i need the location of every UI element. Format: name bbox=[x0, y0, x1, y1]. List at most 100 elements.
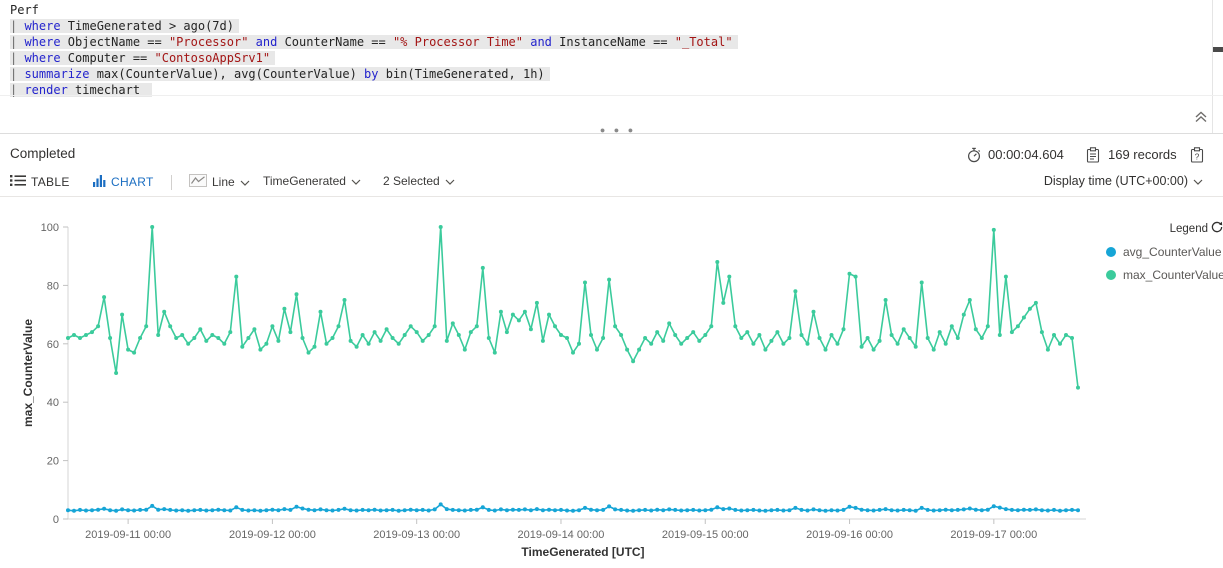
avg_CounterValue-marker bbox=[456, 508, 461, 513]
avg_CounterValue-marker bbox=[649, 508, 654, 513]
max_CounterValue-marker bbox=[637, 347, 642, 352]
max_CounterValue-marker bbox=[90, 330, 94, 335]
avg_CounterValue-marker bbox=[504, 508, 509, 513]
legend-item[interactable]: max_CounterValue bbox=[1106, 268, 1223, 282]
max_CounterValue-marker bbox=[1058, 341, 1062, 346]
legend-item[interactable]: avg_CounterValue bbox=[1106, 245, 1223, 259]
max_CounterValue-marker bbox=[324, 341, 329, 346]
x-axis-tick-label: 2019-09-11 00:00 bbox=[85, 529, 171, 541]
max_CounterValue-marker bbox=[150, 225, 155, 229]
max_CounterValue-marker bbox=[739, 336, 744, 340]
avg_CounterValue-marker bbox=[420, 507, 425, 512]
avg_CounterValue-marker bbox=[180, 508, 185, 513]
series-select-dropdown[interactable]: 2 Selected bbox=[383, 174, 455, 188]
max_CounterValue-marker bbox=[468, 330, 473, 335]
avg_CounterValue-marker bbox=[919, 505, 924, 510]
avg_CounterValue-marker bbox=[697, 508, 702, 513]
avg_CounterValue-marker bbox=[1058, 508, 1062, 513]
series-select-value: 2 Selected bbox=[383, 174, 440, 188]
max_CounterValue-marker bbox=[420, 338, 425, 343]
max_CounterValue-marker bbox=[120, 312, 125, 317]
max_CounterValue-marker bbox=[577, 341, 581, 346]
max_CounterValue-marker bbox=[1015, 324, 1020, 329]
avg_CounterValue-marker bbox=[414, 508, 419, 513]
max_CounterValue-marker bbox=[300, 336, 305, 340]
avg_CounterValue-marker bbox=[144, 507, 149, 512]
max_CounterValue-marker bbox=[595, 347, 599, 352]
panel-divider bbox=[0, 133, 1223, 134]
max_CounterValue-marker bbox=[601, 336, 606, 340]
avg_CounterValue-marker bbox=[210, 508, 215, 513]
avg_CounterValue-marker bbox=[613, 507, 618, 512]
avg_CounterValue-marker bbox=[607, 504, 612, 509]
max_CounterValue-marker bbox=[132, 350, 137, 355]
max_CounterValue-marker bbox=[456, 333, 461, 337]
avg_CounterValue-marker bbox=[583, 505, 587, 510]
max_CounterValue-marker bbox=[162, 309, 167, 314]
y-axis-title: max_CounterValue bbox=[21, 319, 35, 427]
avg_CounterValue-marker bbox=[661, 508, 666, 513]
collapse-editor-icon[interactable] bbox=[1192, 108, 1210, 126]
max_CounterValue-marker bbox=[547, 312, 551, 317]
max_CounterValue-marker bbox=[186, 341, 191, 346]
x-axis-tick-label: 2019-09-17 00:00 bbox=[950, 529, 1037, 541]
max_CounterValue-marker bbox=[504, 330, 509, 335]
stopwatch-icon bbox=[966, 147, 982, 168]
avg_CounterValue-marker bbox=[378, 508, 383, 513]
tab-chart-label: CHART bbox=[111, 175, 154, 189]
legend-cycle-icon[interactable] bbox=[1211, 221, 1223, 236]
max_CounterValue-marker bbox=[1052, 333, 1056, 337]
max_CounterValue-marker bbox=[312, 344, 317, 349]
avg_CounterValue-marker bbox=[1009, 507, 1014, 512]
avg_CounterValue-marker bbox=[997, 505, 1002, 510]
tab-table[interactable]: TABLE bbox=[10, 174, 70, 190]
avg_CounterValue-marker bbox=[300, 506, 305, 511]
display-time-dropdown[interactable]: Display time (UTC+00:00) bbox=[1044, 174, 1203, 188]
max_CounterValue-marker bbox=[414, 330, 419, 335]
max_CounterValue-marker bbox=[949, 324, 954, 329]
x-axis-tick-label: 2019-09-12 00:00 bbox=[229, 529, 316, 541]
max_CounterValue-marker bbox=[354, 344, 359, 349]
query-help-icon[interactable]: ? bbox=[1190, 147, 1204, 168]
bar-chart-icon bbox=[93, 174, 106, 190]
max_CounterValue-marker bbox=[108, 336, 113, 340]
max_CounterValue-marker bbox=[510, 312, 515, 317]
avg_CounterValue-marker bbox=[252, 508, 257, 513]
avg_CounterValue-marker bbox=[540, 508, 545, 513]
avg_CounterValue-marker bbox=[901, 507, 906, 512]
max_CounterValue-marker bbox=[871, 347, 876, 352]
max_CounterValue-marker bbox=[444, 338, 449, 343]
max_CounterValue-marker bbox=[462, 347, 467, 352]
avg_CounterValue-marker bbox=[703, 508, 708, 513]
max_CounterValue-line bbox=[67, 226, 1079, 388]
max_CounterValue-marker bbox=[228, 330, 233, 335]
avg_CounterValue-marker bbox=[853, 505, 858, 510]
avg_CounterValue-marker bbox=[222, 508, 227, 513]
legend-label: avg_CounterValue bbox=[1123, 245, 1222, 259]
max_CounterValue-marker bbox=[985, 324, 990, 329]
avg_CounterValue-marker bbox=[492, 508, 497, 513]
query-editor[interactable]: Perf | where TimeGenerated > ago(7d) | whe… bbox=[10, 2, 1200, 98]
panel-resize-handle[interactable]: ● ● ● bbox=[599, 125, 637, 135]
max_CounterValue-marker bbox=[961, 312, 966, 317]
max_CounterValue-marker bbox=[168, 324, 173, 329]
avg_CounterValue-marker bbox=[877, 507, 882, 512]
avg_CounterValue-marker bbox=[90, 508, 94, 513]
editor-scrollbar-thumb[interactable] bbox=[1213, 47, 1223, 52]
max_CounterValue-marker bbox=[480, 265, 485, 270]
avg_CounterValue-marker bbox=[366, 508, 371, 513]
avg_CounterValue-marker bbox=[559, 507, 563, 512]
avg_CounterValue-marker bbox=[258, 508, 263, 513]
avg_CounterValue-marker bbox=[679, 508, 684, 513]
x-axis-field-dropdown[interactable]: TimeGenerated bbox=[263, 174, 361, 188]
max_CounterValue-marker bbox=[318, 309, 323, 314]
legend-dot bbox=[1106, 247, 1116, 257]
tab-chart[interactable]: CHART bbox=[93, 174, 154, 190]
x-axis-field-value: TimeGenerated bbox=[263, 174, 346, 188]
avg_CounterValue-marker bbox=[276, 508, 281, 513]
avg_CounterValue-marker bbox=[330, 508, 335, 513]
max_CounterValue-marker bbox=[931, 347, 936, 352]
chart-type-dropdown[interactable]: Line bbox=[189, 174, 250, 190]
avg_CounterValue-marker bbox=[234, 505, 239, 510]
avg_CounterValue-marker bbox=[96, 507, 101, 512]
